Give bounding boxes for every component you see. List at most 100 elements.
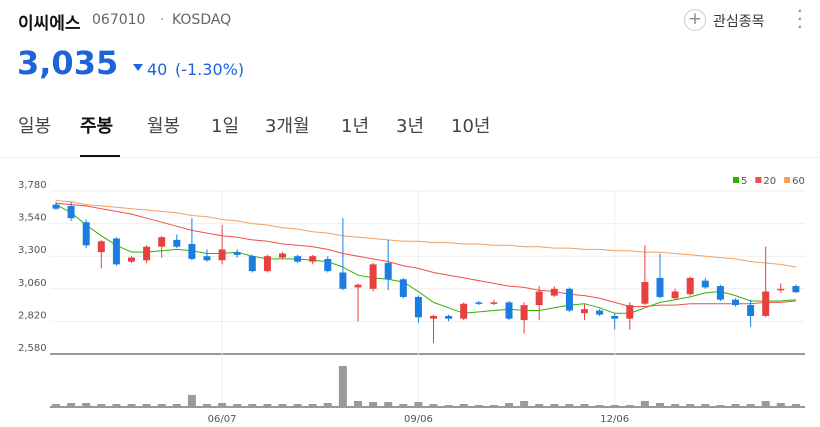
volume-bar xyxy=(308,404,317,407)
candle-body xyxy=(339,272,347,289)
period-tab[interactable]: 3개월 xyxy=(265,116,310,137)
candle-body xyxy=(324,258,332,272)
volume-bar xyxy=(595,405,604,407)
volume-bar xyxy=(82,403,91,407)
change: 40 xyxy=(147,60,168,79)
stock-name: 이씨에스 xyxy=(18,14,81,34)
candle-body xyxy=(309,256,317,262)
moving-average-line xyxy=(55,202,796,307)
candle-body xyxy=(626,305,634,319)
candle-body xyxy=(701,280,709,288)
volume-bar xyxy=(429,404,438,407)
volume-bar xyxy=(203,404,211,407)
candle-body xyxy=(430,315,437,319)
candle-body xyxy=(143,246,151,261)
candle-body xyxy=(128,257,135,262)
volume-bar xyxy=(142,404,151,407)
volume-bar xyxy=(67,403,76,407)
candle-body xyxy=(294,256,302,262)
legend-label: 20 xyxy=(763,176,776,187)
volume-bar xyxy=(112,404,121,407)
candle-body xyxy=(460,303,468,319)
volume-bar xyxy=(172,404,181,407)
x-tick-label: 12/06 xyxy=(600,414,629,425)
candle-body xyxy=(550,288,558,296)
candle-body xyxy=(596,310,604,315)
legend-swatch xyxy=(755,177,762,183)
volume-bar xyxy=(414,402,423,407)
candle-body xyxy=(263,256,271,272)
tab-divider xyxy=(0,157,820,158)
candle-body xyxy=(611,315,619,319)
candle-body xyxy=(475,302,483,304)
volume-bar xyxy=(656,403,664,407)
candle-body xyxy=(354,284,362,288)
volume-bar xyxy=(580,404,589,407)
candle-body xyxy=(762,291,770,316)
volume-bar xyxy=(444,405,453,407)
volume-bar xyxy=(505,403,513,407)
period-tab[interactable]: 10년 xyxy=(451,116,491,137)
period-tab[interactable]: 주봉 xyxy=(80,116,114,137)
y-tick-label: 3,300 xyxy=(18,245,47,256)
more-button[interactable]: · · · xyxy=(797,1,803,38)
candle-body xyxy=(505,302,513,319)
period-tab[interactable]: 1일 xyxy=(211,116,240,137)
candle-body xyxy=(67,205,75,219)
volume-bar xyxy=(716,405,725,407)
volume-bar xyxy=(791,404,800,407)
candle-body xyxy=(641,282,649,304)
volume-bar xyxy=(52,404,60,407)
period-tab[interactable]: 1년 xyxy=(341,116,370,137)
legend-swatch xyxy=(784,177,791,183)
volume-bar xyxy=(610,405,619,407)
y-tick-label: 3,540 xyxy=(18,213,47,224)
volume-bar xyxy=(640,401,649,407)
y-tick-label: 3,060 xyxy=(18,278,47,289)
change-pct: (-1.30%) xyxy=(175,60,245,79)
volume-bar xyxy=(776,403,785,407)
candle-body xyxy=(279,253,286,258)
volume-bar xyxy=(97,404,106,407)
watch-button[interactable]: 관심종목 xyxy=(713,14,765,30)
candle-body xyxy=(581,309,588,314)
y-tick-label: 2,820 xyxy=(18,310,47,321)
volume-bar xyxy=(233,404,242,407)
separator: · xyxy=(160,12,165,28)
tab-underline xyxy=(80,155,120,157)
volume-bar xyxy=(399,404,408,407)
candle-body xyxy=(732,299,739,306)
x-tick-label: 09/06 xyxy=(404,414,433,425)
candle-body xyxy=(792,286,800,293)
candle-body xyxy=(203,256,211,261)
candle-body xyxy=(445,315,453,319)
candle-body xyxy=(97,241,105,253)
candle-body xyxy=(747,305,755,316)
volume-bar xyxy=(671,404,680,407)
price: 3,035 xyxy=(17,44,119,82)
period-tab[interactable]: 월봉 xyxy=(147,116,181,137)
volume-bar xyxy=(701,404,710,407)
candle-body xyxy=(384,262,392,280)
candle-body xyxy=(490,302,498,304)
candle-body xyxy=(173,239,181,247)
candle-body xyxy=(248,256,256,272)
period-tab[interactable]: 일봉 xyxy=(18,116,52,137)
volume-bar xyxy=(520,401,529,407)
period-tab[interactable]: 3년 xyxy=(396,116,425,137)
down-arrow xyxy=(133,64,143,71)
volume-bar xyxy=(686,404,695,407)
x-tick-label: 06/07 xyxy=(208,414,237,425)
volume-bar xyxy=(218,403,227,407)
volume-bar xyxy=(550,404,559,407)
volume-bar xyxy=(731,404,740,407)
volume-bar xyxy=(535,404,544,407)
moving-average-line xyxy=(55,200,796,268)
candle-body xyxy=(112,238,120,265)
volume-bar xyxy=(323,403,332,407)
market: KOSDAQ xyxy=(172,12,232,28)
watch-icon[interactable]: + xyxy=(684,9,706,31)
candle-body xyxy=(233,252,241,255)
volume-bar xyxy=(263,404,272,407)
